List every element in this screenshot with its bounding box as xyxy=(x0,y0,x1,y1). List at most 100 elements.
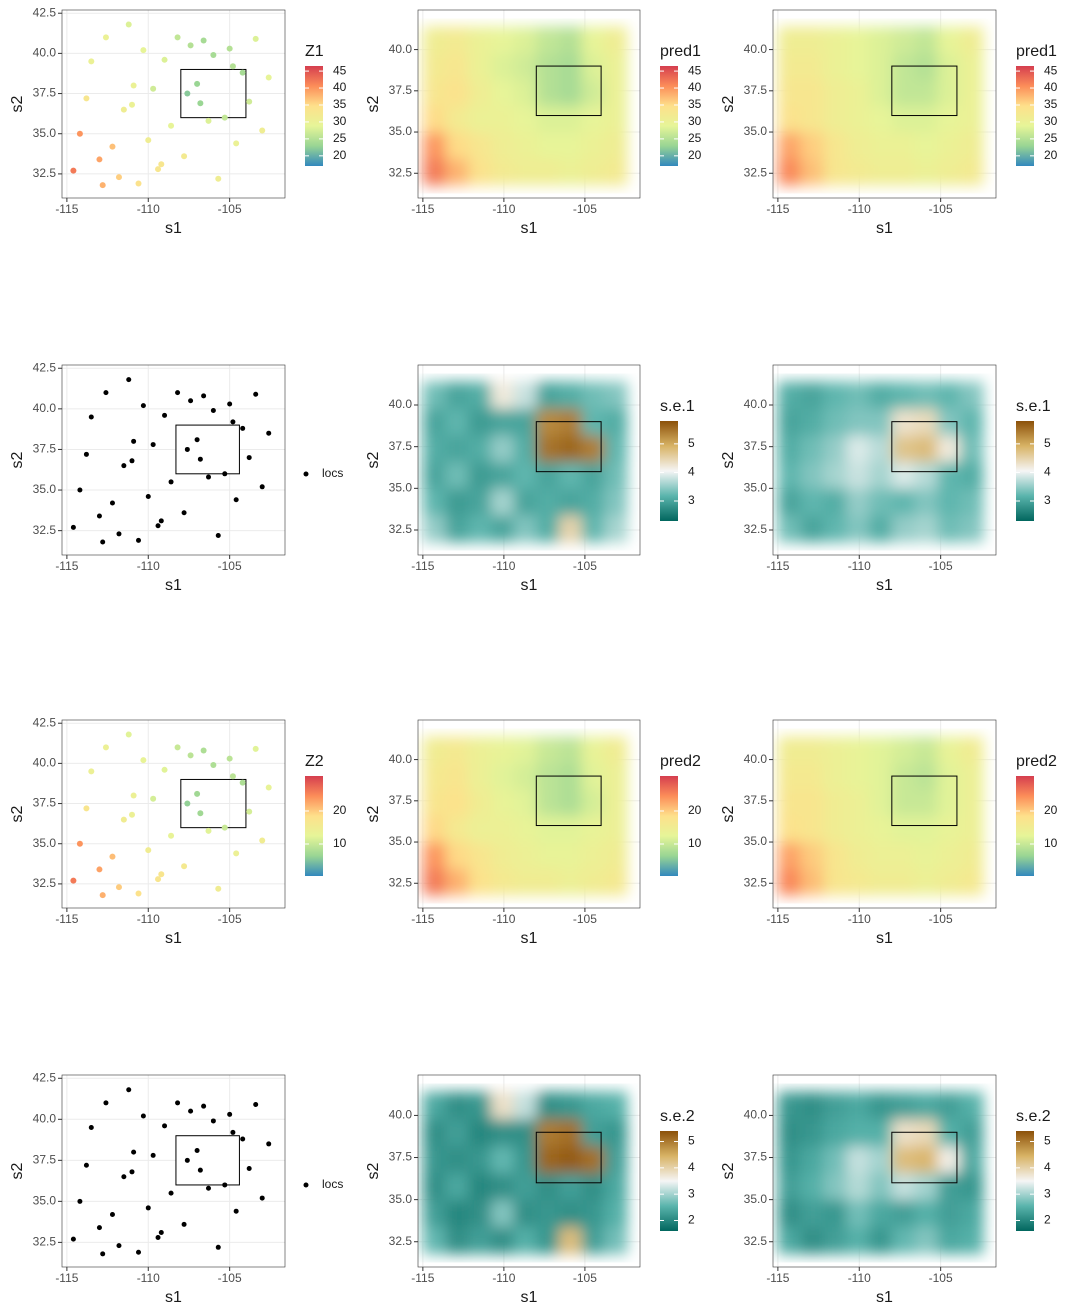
heat-cell xyxy=(490,105,515,133)
heat-cell xyxy=(937,736,961,764)
heat-cell xyxy=(914,815,938,843)
y-tick-label: 42.5 xyxy=(33,360,57,374)
legend-title: pred1 xyxy=(660,43,701,60)
heat-cell xyxy=(490,132,515,159)
heat-cell xyxy=(422,868,447,896)
heat-cell xyxy=(914,381,938,409)
heat-cell xyxy=(513,1172,537,1201)
point xyxy=(194,790,201,797)
heat-cell xyxy=(777,842,802,869)
heat-cell xyxy=(846,26,870,54)
heat-cell xyxy=(869,26,893,54)
point xyxy=(76,130,83,137)
legend-title: pred1 xyxy=(1016,43,1057,60)
point xyxy=(126,377,132,383)
heat-cell xyxy=(777,1091,802,1120)
point xyxy=(126,1087,132,1093)
heatmap xyxy=(422,1091,628,1255)
heat-cell xyxy=(422,435,447,463)
point xyxy=(187,42,194,49)
plot-border xyxy=(772,364,997,556)
heat-cell xyxy=(581,158,605,186)
point xyxy=(128,101,135,108)
heat-cell xyxy=(558,105,583,133)
plot-border xyxy=(772,719,997,909)
point xyxy=(70,524,76,530)
heat-cell xyxy=(445,736,469,764)
point xyxy=(246,1166,252,1172)
colorbar xyxy=(305,776,323,876)
y-tick-label: 37.5 xyxy=(33,1153,57,1167)
x-axis-label: s1 xyxy=(876,577,893,594)
heat-cell xyxy=(777,461,802,489)
point xyxy=(100,1251,106,1257)
heat-cell xyxy=(558,842,583,869)
point xyxy=(162,412,168,418)
heatmap-cells xyxy=(422,381,628,543)
point xyxy=(221,114,228,121)
heat-cell xyxy=(846,868,870,896)
colorbar-tick-label: 30 xyxy=(1044,114,1058,128)
heat-cell xyxy=(846,515,870,543)
point xyxy=(259,127,266,134)
x-tick-label: -110 xyxy=(848,912,871,926)
heat-cell xyxy=(960,1172,984,1201)
point xyxy=(83,451,89,457)
heat-cell xyxy=(869,79,893,107)
heat-cell xyxy=(891,158,916,186)
heat-cell xyxy=(513,1091,537,1120)
heat-cell xyxy=(777,515,802,543)
colorbar-tick-label: 35 xyxy=(1044,97,1058,111)
colorbar-tick-label: 45 xyxy=(333,63,347,77)
point xyxy=(259,484,265,490)
heat-cell xyxy=(846,132,870,159)
heat-cell xyxy=(513,435,537,463)
colorbar-tick-label: 2 xyxy=(688,1213,695,1227)
point xyxy=(70,167,77,174)
heat-cell xyxy=(937,868,961,896)
heat-cell xyxy=(513,79,537,107)
y-tick-label: 40.0 xyxy=(389,42,413,56)
heat-cell xyxy=(536,435,560,463)
point xyxy=(233,140,240,147)
x-axis-label: s1 xyxy=(165,220,182,237)
y-tick-label: 40.0 xyxy=(33,756,57,770)
y-tick-label: 35.0 xyxy=(33,126,57,140)
point xyxy=(201,1103,207,1109)
heat-cell xyxy=(960,132,984,159)
heat-cell xyxy=(490,1199,515,1228)
heat-cell xyxy=(846,488,870,516)
heat-cell xyxy=(937,1226,961,1255)
y-tick-label: 40.0 xyxy=(744,1108,768,1122)
colorbar-tick-label: 30 xyxy=(333,114,347,128)
heat-cell xyxy=(604,789,628,817)
x-tick-label: -105 xyxy=(929,202,953,216)
heat-cell xyxy=(422,461,447,489)
heat-cell xyxy=(422,789,447,817)
heat-cell xyxy=(513,158,537,186)
point xyxy=(158,871,165,878)
x-axis-label: s1 xyxy=(876,1289,893,1306)
panel: -115 -110 -105 32.5 35.0 37.5 40.0 42.5 s1 s2 locs xyxy=(9,360,343,594)
heat-cell xyxy=(869,762,893,790)
heat-cell xyxy=(869,105,893,133)
point xyxy=(205,1185,211,1191)
colorbar xyxy=(1016,1131,1034,1231)
heat-cell xyxy=(536,1091,560,1120)
point xyxy=(96,866,103,873)
heat-cell xyxy=(777,762,802,790)
heat-cell xyxy=(604,1118,628,1147)
colorbar-tick-label: 3 xyxy=(688,1186,695,1200)
heat-cell xyxy=(823,842,847,869)
heat-cell xyxy=(468,79,492,107)
x-tick-label: -110 xyxy=(137,912,160,926)
colorbar-tick-label: 45 xyxy=(688,63,702,77)
heat-cell xyxy=(513,736,537,764)
heatmap xyxy=(422,381,628,543)
heat-cell xyxy=(422,842,447,869)
heat-cell xyxy=(604,79,628,107)
point xyxy=(155,876,162,883)
point xyxy=(222,1182,228,1188)
point xyxy=(240,425,246,431)
region-box xyxy=(891,775,958,827)
